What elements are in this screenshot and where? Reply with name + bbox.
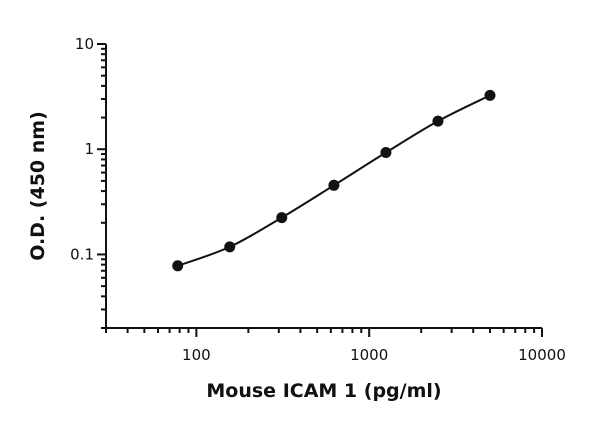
x-axis-label: Mouse ICAM 1 (pg/ml) — [206, 380, 441, 402]
data-point — [432, 115, 444, 127]
data-point — [224, 241, 236, 253]
x-ticks: 100 1000 10000 — [105, 328, 566, 364]
x-tick-label: 10000 — [518, 346, 566, 364]
x-tick-label: 100 — [182, 346, 211, 364]
x-tick-label: 1000 — [350, 346, 388, 364]
data-point — [172, 260, 184, 272]
data-point — [380, 147, 392, 159]
data-point — [276, 212, 288, 224]
data-points — [172, 89, 496, 272]
y-tick-label: 1 — [84, 140, 94, 158]
data-point — [484, 89, 496, 101]
y-tick-label: 10 — [75, 35, 94, 53]
y-tick-label: 0.1 — [70, 245, 94, 263]
data-point — [328, 179, 340, 191]
x-axis: 100 1000 10000 — [105, 327, 566, 364]
y-axis-label: O.D. (450 nm) — [27, 111, 49, 261]
y-ticks: 0.1 1 10 — [70, 35, 106, 329]
y-axis: 0.1 1 10 — [70, 35, 107, 329]
